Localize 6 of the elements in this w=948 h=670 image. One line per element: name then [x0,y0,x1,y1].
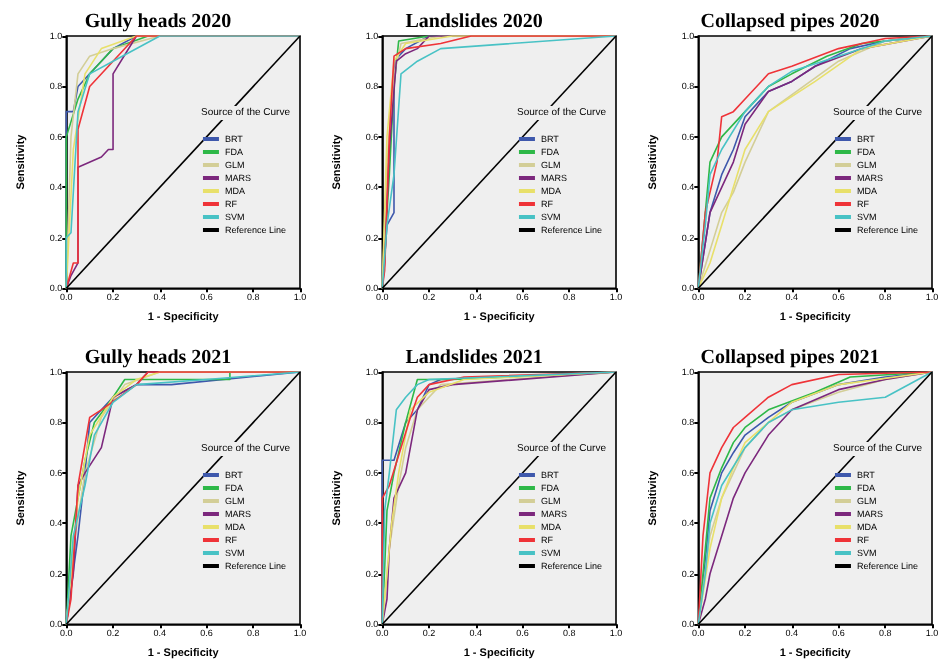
chart-title: Gully heads 2020 [84,11,232,33]
chart-title: Collapsed pipes 2020 [700,11,880,33]
chart-title: Landslides 2021 [405,346,543,368]
chart-title: Gully heads 2021 [84,346,232,368]
chart-title: Landslides 2020 [405,11,543,33]
chart-title: Collapsed pipes 2021 [700,346,880,368]
